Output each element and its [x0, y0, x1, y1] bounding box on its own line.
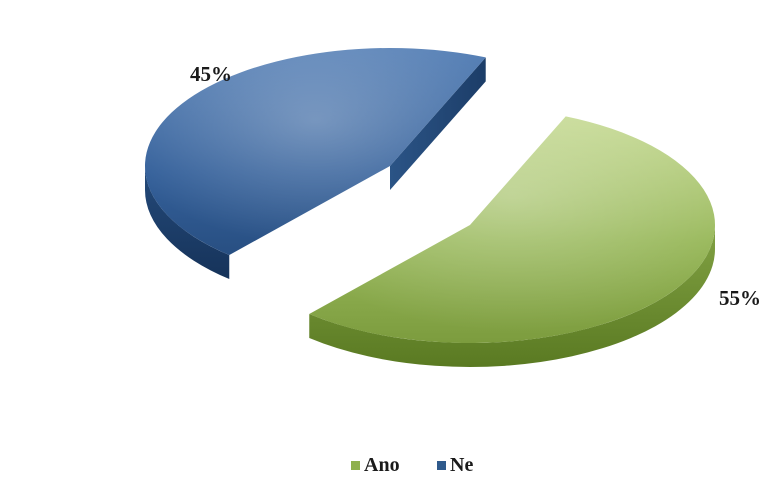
slice-side-ano: [309, 225, 715, 367]
slice-highlight-ne: [145, 48, 486, 256]
slice-ano: [309, 116, 715, 367]
legend: Ano Ne: [351, 454, 473, 476]
data-label-ne: 45%: [190, 62, 232, 86]
slice-cut-ne: [390, 57, 486, 190]
legend-label-ne: Ne: [450, 454, 473, 476]
legend-label-ano: Ano: [364, 454, 400, 476]
data-label-ano: 55%: [719, 286, 761, 310]
legend-swatch-ne: [437, 461, 446, 470]
slice-highlight-ano: [309, 116, 715, 343]
legend-swatch-ano: [351, 461, 360, 470]
slice-ne: [145, 48, 486, 280]
slice-side-ne: [145, 166, 230, 280]
